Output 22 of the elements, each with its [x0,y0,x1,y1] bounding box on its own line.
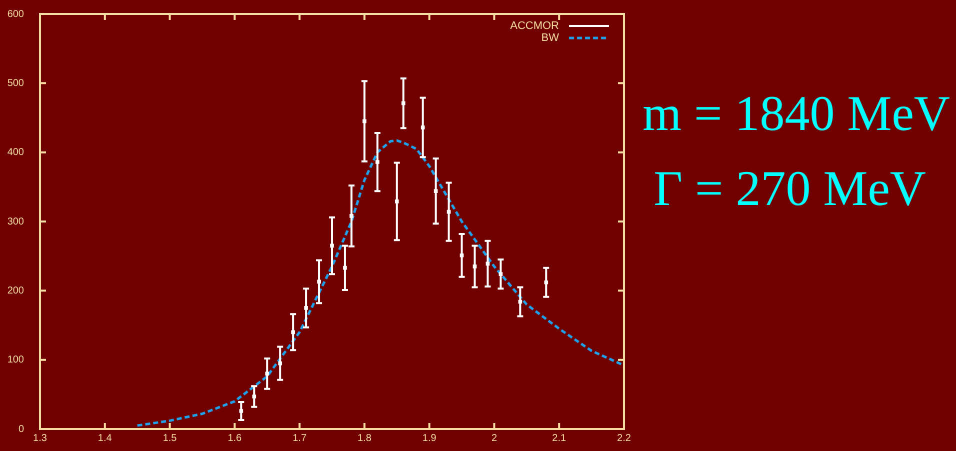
x-tick-label: 2 [491,432,498,444]
y-tick-label: 0 [18,424,24,435]
y-tick-label: 200 [7,285,24,296]
line-series [136,139,624,427]
x-tick-label: 2.2 [617,432,632,444]
y-tick-label: 300 [7,216,24,228]
text: m = 1840 MeV [642,85,950,141]
x-tick-label: 1.7 [292,432,307,444]
x-tick-label: 2.1 [552,432,566,444]
x-tick-label: 1.6 [228,432,242,444]
y-tick-label: 100 [7,354,24,366]
x-tick-label: 1.4 [98,432,112,444]
y-tick-label: 600 [7,8,24,20]
x-tick-label: 1.8 [357,432,372,444]
x-tick-label: 1.3 [33,432,48,444]
legend-label: BW [541,32,560,44]
y-tick-label: 400 [7,147,24,158]
legend-label: ACCMOR [510,20,560,32]
x-tick-label: 1.5 [162,432,178,444]
text: Γ = 270 MeV [654,160,926,216]
x-tick-label: 1.9 [422,432,437,444]
y-tick-label: 500 [7,78,24,89]
